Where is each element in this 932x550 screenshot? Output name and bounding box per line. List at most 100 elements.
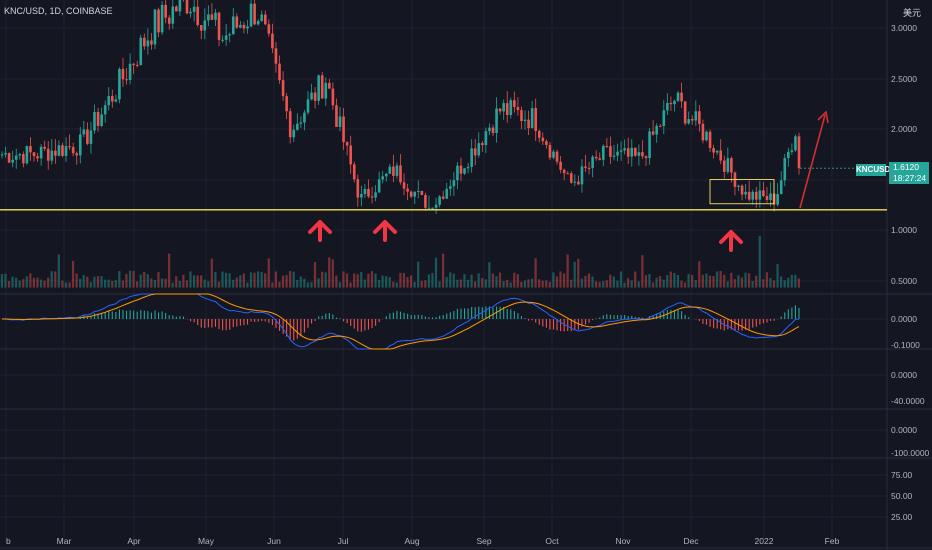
candle-body (491, 127, 495, 133)
candle-body (78, 134, 82, 156)
candle-body (715, 150, 719, 153)
volume-bar (285, 275, 288, 288)
volume-bar (246, 282, 249, 288)
candle-body (584, 166, 587, 168)
volume-bar (128, 270, 132, 288)
candle-body (747, 191, 751, 200)
volume-bar (666, 274, 669, 288)
candle-body (43, 146, 46, 149)
candle-body (755, 191, 758, 200)
candle-body (730, 158, 733, 173)
candle-body (14, 155, 18, 160)
time-tick-label: Oct (545, 536, 559, 546)
candle-body (726, 158, 730, 172)
volume-bar (424, 280, 427, 288)
volume-bar (641, 255, 644, 288)
candle-body (214, 12, 217, 20)
candle-body (392, 166, 395, 176)
candle-body (352, 164, 356, 180)
volume-bar (196, 275, 199, 288)
volume-bar (324, 272, 327, 288)
volume-bar (570, 279, 573, 288)
volume-bar (292, 271, 295, 288)
volume-bar (577, 258, 580, 288)
volume-bar (651, 282, 655, 288)
volume-bar (392, 281, 395, 288)
candle-body (605, 145, 609, 147)
volume-bar (36, 277, 39, 288)
time-tick-label: Dec (683, 536, 699, 546)
volume-bar (160, 278, 164, 288)
candle-body (253, 3, 256, 25)
candle-body (690, 118, 694, 121)
volume-bar (555, 276, 559, 288)
volume-bar (289, 271, 292, 288)
volume-bar (253, 272, 256, 288)
candle-body (666, 102, 669, 111)
volume-bar (772, 280, 776, 288)
candle-body (744, 191, 747, 195)
candle-body (573, 181, 577, 183)
volume-bar (516, 274, 519, 288)
volume-bar (377, 280, 381, 288)
volume-bar (409, 275, 413, 288)
candle-body (470, 148, 473, 167)
candle-body (320, 75, 324, 99)
consolidation-box (709, 179, 775, 205)
macd-tick-label: -0.1000 (891, 340, 920, 350)
candle-body (431, 207, 434, 209)
volume-bar (751, 281, 754, 288)
candle-body (296, 123, 299, 130)
volume-bar (481, 278, 484, 288)
candle-body (619, 150, 623, 152)
volume-bar (0, 274, 4, 288)
candle-body (349, 145, 352, 165)
volume-bar (644, 275, 648, 288)
volume-bar (399, 272, 402, 288)
price-tick-label: 0.5000 (891, 276, 917, 286)
candle-body (263, 14, 267, 25)
volume-bar (612, 276, 615, 288)
candle-body (794, 136, 797, 151)
candle-body (626, 148, 630, 157)
candle-body (708, 131, 712, 149)
candle-body (687, 118, 691, 124)
volume-bar (780, 276, 783, 288)
volume-bar (388, 277, 391, 288)
volume-bar (192, 275, 196, 288)
candle-body (737, 185, 740, 187)
price-axis[interactable]: 3.0000 2.5000 2.0000 1.0000 0.5000 0.0000 -0.1… (891, 23, 930, 522)
volume-bar (794, 274, 797, 288)
volume-bar (363, 279, 366, 288)
volume-bar (477, 273, 480, 288)
volume-bar (71, 261, 75, 288)
candle-body (787, 151, 790, 159)
candle-body (413, 191, 417, 197)
candle-body (673, 100, 676, 105)
candle-body (93, 111, 96, 131)
volume-bar (634, 271, 637, 288)
currency-label[interactable]: 美元 (903, 8, 922, 18)
candle-body (459, 165, 463, 174)
price-tick-label: 2.5000 (891, 74, 917, 84)
candle-body (520, 110, 523, 122)
candle-body (82, 129, 86, 135)
volume-bar (694, 280, 697, 288)
volume-bar (303, 278, 306, 288)
volume-bar (313, 262, 317, 288)
candle-body (335, 105, 338, 127)
projection-line (799, 114, 826, 209)
volume-bar (698, 261, 701, 288)
time-axis[interactable]: b Mar Apr May Jun Jul Aug Sep Oct Nov Dec 2022 Feb (6, 536, 840, 546)
volume-bar (235, 277, 238, 288)
volume-bar (715, 271, 719, 288)
volume-bar (256, 271, 260, 288)
candle-body (11, 159, 14, 163)
volume-bar (317, 278, 320, 288)
candle-body (118, 68, 121, 100)
candle-body (612, 155, 616, 157)
candle-body (342, 116, 345, 143)
candle-body (160, 4, 164, 33)
candle-body (292, 129, 296, 138)
